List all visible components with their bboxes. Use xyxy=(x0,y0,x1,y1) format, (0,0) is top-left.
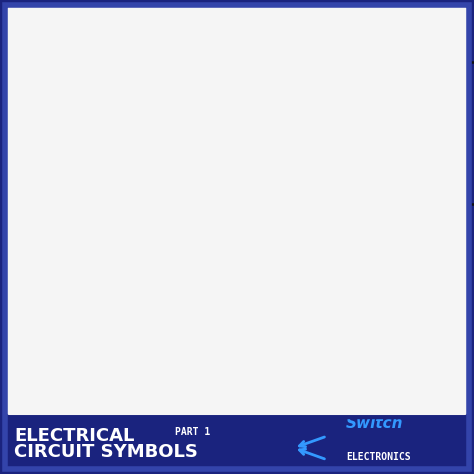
Text: VARIABLE RESISTOR: VARIABLE RESISTOR xyxy=(46,162,115,168)
Text: CELL: CELL xyxy=(384,230,403,239)
Bar xyxy=(368,200,419,208)
Text: CLOSED SWITCH: CLOSED SWITCH xyxy=(207,17,267,26)
Text: OPEN SWITCH: OPEN SWITCH xyxy=(55,17,106,26)
Text: BUZZER: BUZZER xyxy=(380,301,407,310)
Bar xyxy=(213,195,261,213)
Text: Switch: Switch xyxy=(346,416,403,431)
Text: AMMETER: AMMETER xyxy=(221,88,253,97)
Text: LIGHT EMITTING DIODE (LED): LIGHT EMITTING DIODE (LED) xyxy=(191,234,283,239)
Text: A: A xyxy=(232,126,242,139)
Text: MOTOR: MOTOR xyxy=(226,301,248,310)
Bar xyxy=(57,195,104,213)
Text: FUSE: FUSE xyxy=(384,159,403,168)
Text: PART 1: PART 1 xyxy=(175,427,210,437)
Text: M: M xyxy=(230,339,244,353)
Text: DIODE: DIODE xyxy=(69,230,92,239)
Text: VOLTMETER: VOLTMETER xyxy=(60,88,101,97)
Text: ELECTRONICS: ELECTRONICS xyxy=(346,452,410,462)
Bar xyxy=(370,53,417,71)
Text: LAMP: LAMP xyxy=(384,88,403,97)
Text: RESISTOR: RESISTOR xyxy=(375,17,412,26)
Text: BATTERY: BATTERY xyxy=(64,301,97,310)
Bar xyxy=(365,196,422,211)
Text: THERMISTOR: THERMISTOR xyxy=(214,159,260,168)
Text: V: V xyxy=(76,126,85,139)
Polygon shape xyxy=(66,258,95,292)
Text: ELECTRICAL
CIRCUIT SYMBOLS: ELECTRICAL CIRCUIT SYMBOLS xyxy=(14,427,198,461)
Polygon shape xyxy=(223,258,251,292)
